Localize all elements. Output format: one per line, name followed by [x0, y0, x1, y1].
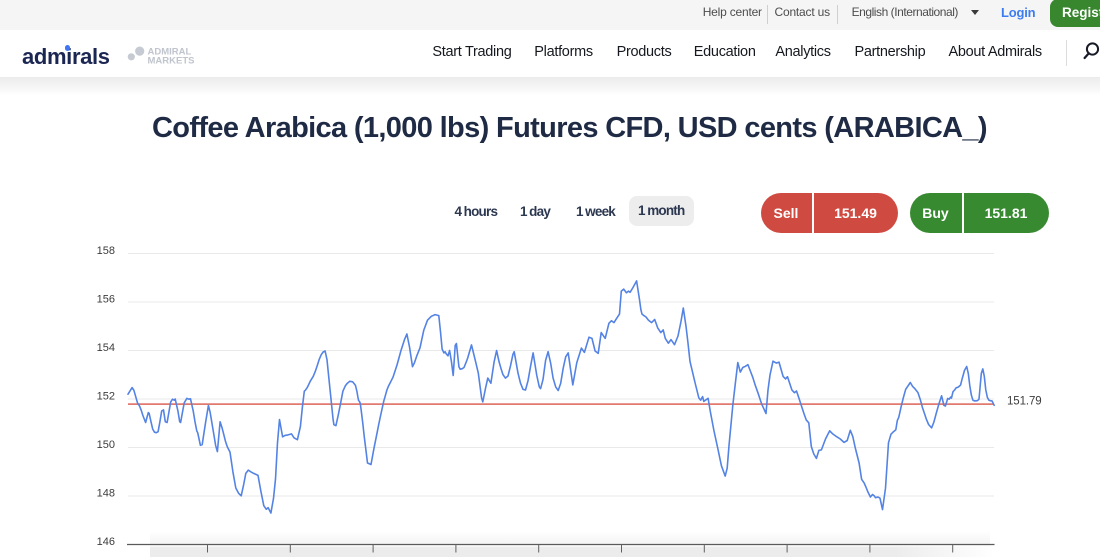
svg-text:150: 150 — [97, 439, 115, 451]
svg-text:158: 158 — [97, 245, 115, 257]
svg-text:156: 156 — [97, 294, 115, 306]
svg-text:151.79: 151.79 — [1007, 396, 1042, 408]
svg-text:ADMIRAL: ADMIRAL — [148, 47, 192, 58]
svg-text:146: 146 — [97, 536, 115, 548]
svg-text:148: 148 — [97, 488, 115, 500]
svg-text:152: 152 — [97, 391, 115, 403]
svg-text:MARKETS: MARKETS — [148, 56, 195, 67]
svg-text:154: 154 — [97, 342, 115, 354]
